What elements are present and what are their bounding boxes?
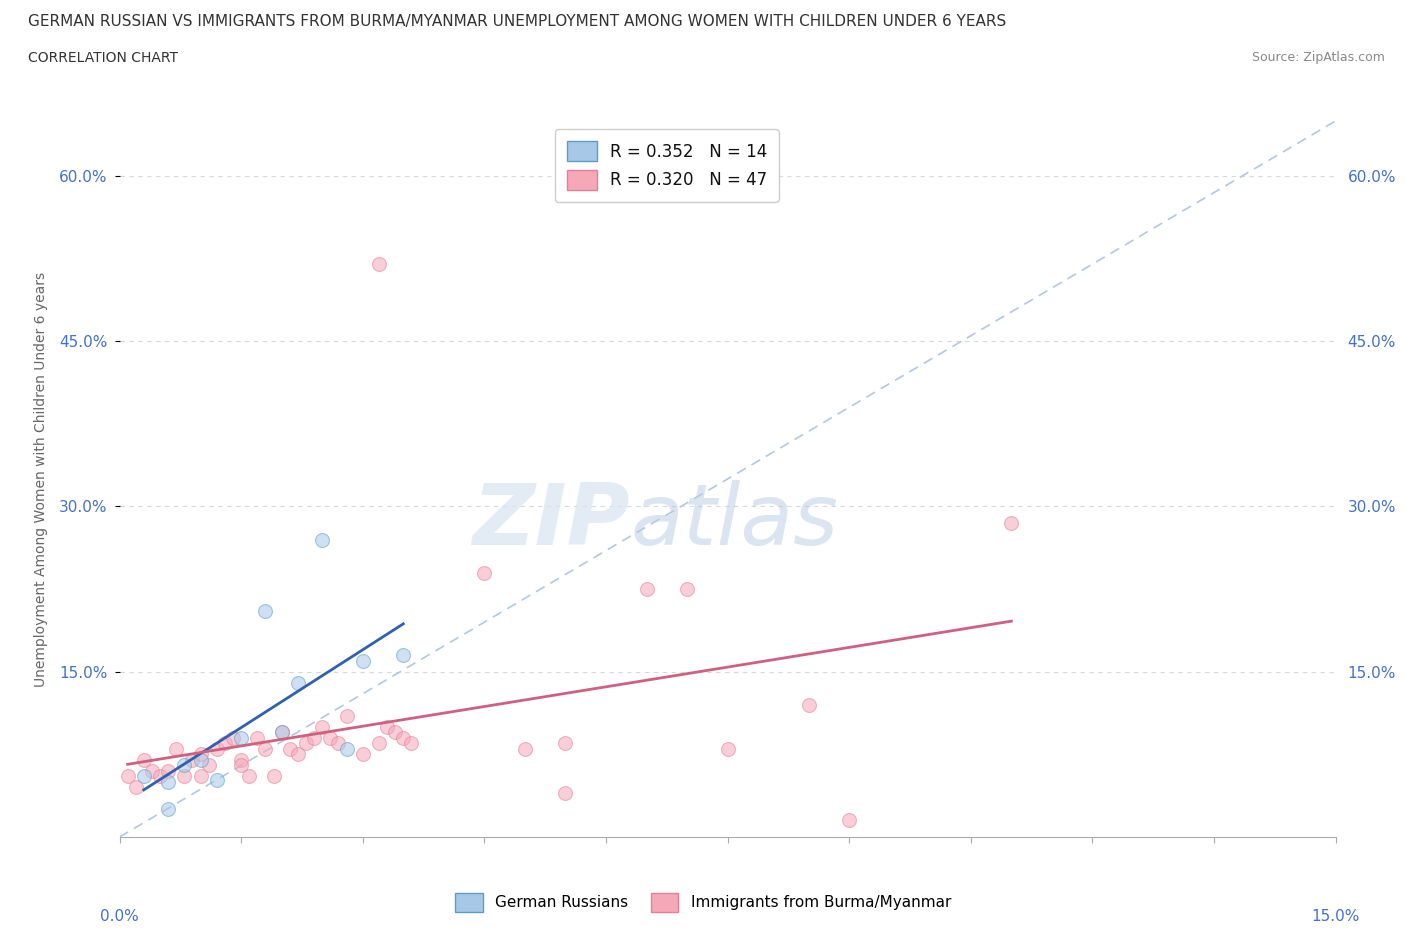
Point — [197, 758, 219, 773]
Point — [554, 736, 576, 751]
Point — [392, 648, 415, 663]
Point — [392, 730, 415, 745]
Point — [838, 813, 860, 828]
Point — [335, 709, 357, 724]
Legend: German Russians, Immigrants from Burma/Myanmar: German Russians, Immigrants from Burma/M… — [449, 887, 957, 918]
Point — [797, 698, 820, 712]
Point — [173, 769, 195, 784]
Point — [636, 581, 658, 596]
Text: Source: ZipAtlas.com: Source: ZipAtlas.com — [1251, 51, 1385, 64]
Point — [246, 730, 269, 745]
Point — [270, 724, 292, 739]
Point — [401, 736, 423, 751]
Point — [311, 532, 333, 547]
Point — [190, 769, 212, 784]
Point — [222, 730, 245, 745]
Point — [352, 747, 374, 762]
Point — [205, 772, 228, 787]
Point — [375, 720, 398, 735]
Point — [157, 764, 180, 778]
Text: ZIP: ZIP — [472, 481, 630, 564]
Point — [270, 724, 292, 739]
Point — [141, 764, 163, 778]
Point — [368, 736, 391, 751]
Point — [132, 769, 155, 784]
Point — [554, 786, 576, 801]
Point — [238, 769, 260, 784]
Point — [384, 724, 406, 739]
Text: 15.0%: 15.0% — [1312, 909, 1360, 923]
Point — [181, 752, 204, 767]
Point — [278, 741, 301, 756]
Text: CORRELATION CHART: CORRELATION CHART — [28, 51, 179, 65]
Legend: R = 0.352   N = 14, R = 0.320   N = 47: R = 0.352 N = 14, R = 0.320 N = 47 — [555, 129, 779, 202]
Point — [205, 741, 228, 756]
Point — [132, 752, 155, 767]
Point — [173, 758, 195, 773]
Point — [676, 581, 699, 596]
Point — [157, 802, 180, 817]
Point — [319, 730, 342, 745]
Point — [263, 769, 285, 784]
Point — [254, 741, 277, 756]
Point — [254, 604, 277, 618]
Point — [335, 741, 357, 756]
Point — [190, 752, 212, 767]
Text: GERMAN RUSSIAN VS IMMIGRANTS FROM BURMA/MYANMAR UNEMPLOYMENT AMONG WOMEN WITH CH: GERMAN RUSSIAN VS IMMIGRANTS FROM BURMA/… — [28, 14, 1007, 29]
Point — [231, 730, 253, 745]
Point — [157, 775, 180, 790]
Point — [190, 747, 212, 762]
Point — [368, 257, 391, 272]
Point — [352, 653, 374, 668]
Point — [287, 747, 309, 762]
Point — [231, 758, 253, 773]
Point — [287, 675, 309, 690]
Y-axis label: Unemployment Among Women with Children Under 6 years: Unemployment Among Women with Children U… — [34, 272, 48, 686]
Point — [1000, 515, 1022, 530]
Point — [472, 565, 496, 580]
Point — [231, 752, 253, 767]
Point — [117, 769, 139, 784]
Point — [149, 769, 172, 784]
Point — [717, 741, 740, 756]
Point — [311, 720, 333, 735]
Point — [125, 780, 148, 795]
Point — [165, 741, 187, 756]
Point — [295, 736, 318, 751]
Point — [513, 741, 536, 756]
Point — [302, 730, 325, 745]
Text: atlas: atlas — [630, 481, 838, 564]
Point — [214, 736, 236, 751]
Text: 0.0%: 0.0% — [100, 909, 139, 923]
Point — [328, 736, 350, 751]
